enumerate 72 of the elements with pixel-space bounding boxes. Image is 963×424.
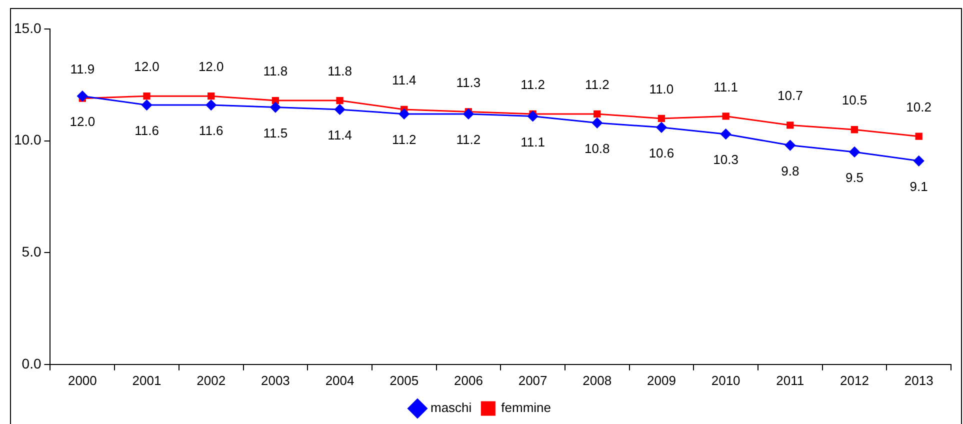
data-label: 10.7 [777, 88, 803, 104]
y-tick-label: 15.0 [14, 20, 42, 36]
legend-label: maschi [430, 400, 472, 416]
point [786, 122, 794, 129]
point [722, 112, 730, 120]
point [658, 114, 666, 122]
point [656, 122, 667, 133]
x-tick-label: 2012 [840, 372, 869, 388]
point [272, 96, 280, 104]
point [398, 108, 410, 120]
data-label: 10.5 [842, 92, 868, 108]
data-label: 12.0 [198, 59, 224, 74]
data-label: 9.5 [845, 170, 864, 186]
data-label: 11.2 [456, 132, 481, 148]
y-tick-label: 5.0 [22, 243, 42, 260]
x-tick-label: 2011 [776, 372, 804, 388]
point [336, 96, 344, 104]
data-label: 10.6 [648, 145, 674, 160]
point [208, 92, 215, 100]
data-label: 9.8 [781, 163, 800, 178]
data-label: 11.1 [714, 79, 738, 94]
data-label: 10.2 [906, 99, 932, 114]
point [720, 128, 732, 140]
y-tick-label: 0.0 [22, 355, 42, 372]
x-tick-label: 2006 [454, 372, 483, 388]
point [784, 140, 796, 151]
x-tick-label: 2001 [132, 372, 162, 388]
x-tick-label: 2002 [196, 372, 226, 388]
x-tick-label: 2009 [647, 372, 676, 388]
y-tick-label: 10.0 [14, 132, 42, 148]
x-tick-label: 2013 [904, 372, 934, 388]
data-label: 11.2 [584, 77, 610, 92]
x-tick-label: 2000 [68, 372, 97, 388]
point [77, 90, 88, 102]
data-label: 11.2 [392, 132, 416, 148]
point [270, 102, 281, 113]
data-label: 11.4 [392, 72, 416, 88]
point [463, 108, 474, 120]
point [334, 104, 346, 115]
data-label: 10.8 [584, 140, 610, 156]
point [142, 100, 152, 110]
data-label: 12.0 [70, 114, 96, 130]
point [143, 92, 150, 100]
data-label: 11.4 [328, 128, 352, 143]
point [849, 146, 860, 158]
x-tick-label: 2010 [711, 372, 740, 388]
data-label: 11.3 [456, 74, 481, 90]
point [914, 156, 924, 166]
x-tick-label: 2005 [390, 372, 419, 388]
point [850, 126, 858, 134]
data-label: 11.8 [328, 64, 352, 79]
x-tick-label: 2003 [260, 372, 290, 388]
point [592, 118, 602, 128]
point [206, 100, 216, 110]
data-label: 10.3 [713, 152, 738, 168]
data-label: 11.1 [520, 134, 545, 150]
point [528, 110, 538, 122]
x-tick-label: 2004 [325, 372, 354, 388]
data-label: 11.5 [263, 125, 288, 140]
data-label: 11.6 [134, 123, 159, 138]
data-label: 11.8 [263, 64, 288, 79]
data-label: 11.0 [649, 82, 674, 97]
data-label: 12.0 [134, 59, 160, 74]
x-tick-label: 2007 [518, 372, 548, 388]
point [594, 110, 601, 118]
data-label: 11.2 [520, 77, 545, 92]
x-tick-label: 2008 [582, 372, 612, 388]
data-label: 9.1 [910, 179, 928, 194]
legend-label: femmine [501, 400, 552, 416]
point [915, 132, 922, 140]
data-label: 11.9 [70, 61, 95, 76]
data-label: 11.6 [198, 123, 224, 138]
